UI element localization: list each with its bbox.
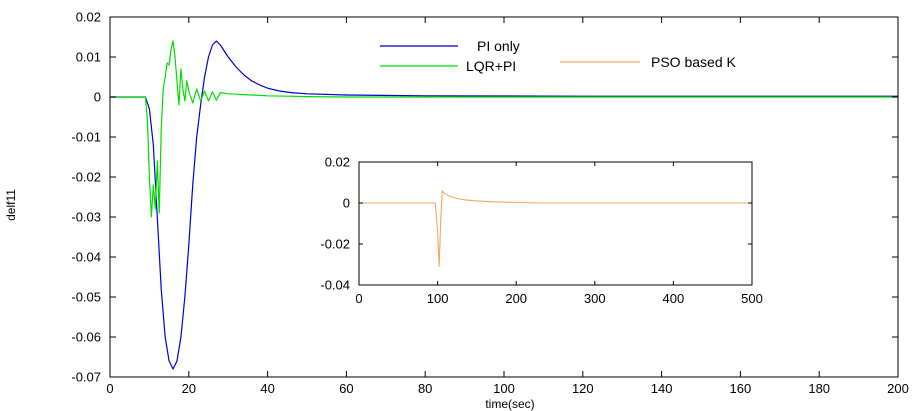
main-y-tick-label: -0.04: [71, 250, 101, 265]
inset-x-tick-label: 200: [505, 291, 527, 306]
x-axis-label: time(sec): [485, 397, 534, 411]
legend-label-pso-based-k: PSO based K: [651, 54, 736, 70]
inset-series-pso-based-k: [359, 190, 752, 268]
inset-y-tick-label: -0.04: [320, 278, 350, 293]
main-axes: 0 20 40 60 80 100 120 140 160 180 200 0.02 0.01 0 -0.0…: [71, 10, 908, 396]
main-series-lqr-pi: [110, 40, 898, 218]
inset-x-tick-label: 0: [355, 291, 362, 306]
legend-label-pi-only: PI only: [477, 38, 520, 54]
main-x-tick-label: 140: [651, 381, 673, 396]
main-x-tick-label: 180: [808, 381, 830, 396]
inset-y-tick-label: 0: [343, 196, 350, 211]
main-y-tick-label: -0.01: [71, 130, 101, 145]
main-x-tick-label: 100: [493, 381, 515, 396]
inset-x-tick-label: 300: [584, 291, 606, 306]
main-x-tick-label: 40: [260, 381, 274, 396]
inset-plot-area: [359, 162, 752, 285]
inset-y-tick-label: 0.02: [325, 155, 350, 170]
inset-x-tick-label: 400: [663, 291, 685, 306]
inset-x-tick-label: 100: [427, 291, 449, 306]
main-y-tick-label: -0.06: [71, 330, 101, 345]
main-series-pi-only: [110, 40, 898, 370]
main-y-tick-label: -0.02: [71, 170, 101, 185]
y-axis-label: delf11: [4, 189, 18, 221]
main-y-tick-label: 0: [94, 90, 101, 105]
main-y-tick-label: -0.05: [71, 290, 101, 305]
inset-x-tick-label: 500: [741, 291, 763, 306]
legend-label-lqr-pi: LQR+PI: [466, 58, 516, 74]
inset-frame: [358, 161, 753, 286]
main-x-tick-label: 60: [339, 381, 353, 396]
main-x-tick-label: 20: [182, 381, 196, 396]
main-x-tick-label: 200: [887, 381, 909, 396]
main-x-tick-label: 0: [106, 381, 113, 396]
inset-axes: 0 100 200 300 400 500 0.02 0 -0.02 -0.04: [320, 155, 762, 306]
legend: PI only LQR+PI PSO based K: [380, 38, 736, 74]
main-x-tick-label: 80: [418, 381, 432, 396]
main-y-tick-label: -0.03: [71, 210, 101, 225]
main-x-tick-label: 160: [730, 381, 752, 396]
main-y-tick-label: 0.01: [76, 50, 101, 65]
main-y-tick-label: 0.02: [76, 10, 101, 25]
main-x-tick-label: 120: [572, 381, 594, 396]
main-y-tick-label: -0.07: [71, 370, 101, 385]
inset-y-tick-label: -0.02: [320, 237, 350, 252]
